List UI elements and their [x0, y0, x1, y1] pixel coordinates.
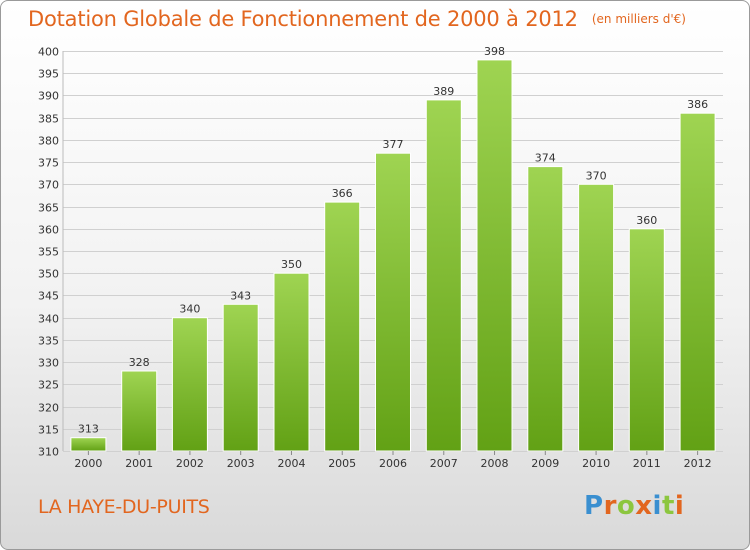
bar-2002 [171, 317, 208, 452]
value-label-2012: 386 [687, 98, 708, 111]
bar-2010 [578, 183, 615, 452]
y-tick-label: 320 [38, 402, 59, 415]
y-tick-label: 330 [38, 357, 59, 370]
x-tick-label-2001: 2001 [125, 457, 153, 470]
x-tick-label-2010: 2010 [582, 457, 610, 470]
y-axis-ticks: 310 315 320 325 330 335 340 345 350 355 360 365 370 3… [38, 46, 59, 459]
y-tick-label: 315 [38, 424, 59, 437]
y-tick-label: 390 [38, 90, 59, 103]
x-tick-label-2004: 2004 [278, 457, 306, 470]
value-label-2007: 389 [433, 85, 454, 98]
value-label-2009: 374 [535, 152, 556, 165]
bar-2001 [121, 370, 158, 452]
y-tick-label: 365 [38, 202, 59, 215]
y-tick-label: 350 [38, 268, 59, 281]
x-axis-ticks: 2000 2001 2002 2003 2004 2005 2006 2007 2008 2009… [74, 451, 712, 470]
y-tick-label: 400 [38, 46, 59, 59]
y-tick-label: 370 [38, 179, 59, 192]
x-tick-label-2009: 2009 [531, 457, 559, 470]
bar-2007 [425, 99, 462, 452]
value-labels: 313 328 340 343 350 366 377 389 398 374 370 360 386 [78, 45, 708, 436]
bar-2003 [222, 303, 259, 452]
title-row: Dotation Globale de Fonctionnement de 20… [28, 7, 686, 31]
y-tick-label: 375 [38, 157, 59, 170]
bar-2012 [679, 112, 716, 452]
value-label-2005: 366 [332, 187, 353, 200]
y-tick-label: 335 [38, 335, 59, 348]
x-tick-label-2003: 2003 [227, 457, 255, 470]
y-tick-label: 310 [38, 446, 59, 459]
x-tick-label-2005: 2005 [328, 457, 356, 470]
value-label-2004: 350 [281, 258, 302, 271]
commune-name: LA HAYE-DU-PUITS [38, 496, 210, 518]
chart-title: Dotation Globale de Fonctionnement de 20… [28, 7, 578, 31]
value-label-2011: 360 [636, 214, 657, 227]
value-label-2003: 343 [230, 289, 251, 302]
x-tick-label-2000: 2000 [74, 457, 102, 470]
value-label-2008: 398 [484, 45, 505, 58]
x-tick-label-2002: 2002 [176, 457, 204, 470]
bar-2000 [70, 437, 107, 452]
logo-letter: o [616, 491, 636, 521]
x-tick-label-2006: 2006 [379, 457, 407, 470]
bar-2004 [273, 272, 310, 452]
logo-letter: i [674, 491, 685, 521]
y-tick-label: 355 [38, 246, 59, 259]
logo-letter: i [652, 491, 662, 521]
y-tick-label: 380 [38, 135, 59, 148]
bar-2005 [324, 201, 361, 452]
y-tick-label: 325 [38, 379, 59, 392]
y-tick-label: 395 [38, 68, 59, 81]
y-tick-label: 360 [38, 224, 59, 237]
x-tick-label-2011: 2011 [633, 457, 661, 470]
y-tick-label: 385 [38, 113, 59, 126]
logo-letter: P [584, 491, 604, 521]
value-label-2006: 377 [383, 138, 404, 151]
value-label-2000: 313 [78, 423, 99, 436]
bar-2009 [527, 166, 564, 452]
x-tick-label-2007: 2007 [430, 457, 458, 470]
value-label-2001: 328 [129, 356, 150, 369]
y-tick-label: 345 [38, 290, 59, 303]
logo-letter: r [603, 491, 617, 521]
value-label-2002: 340 [179, 303, 200, 316]
bar-2006 [375, 152, 411, 452]
y-tick-label: 340 [38, 313, 59, 326]
bar-2011 [628, 228, 665, 452]
bar-2008 [476, 59, 513, 452]
chart-subtitle: (en milliers d'€) [591, 12, 686, 26]
logo-letter: t [661, 491, 675, 521]
bars [70, 59, 716, 452]
proxiti-logo: Proxiti [584, 491, 684, 521]
logo-letter: x [635, 491, 653, 521]
x-tick-label-2008: 2008 [481, 457, 509, 470]
x-tick-label-2012: 2012 [684, 457, 712, 470]
value-label-2010: 370 [586, 169, 607, 182]
